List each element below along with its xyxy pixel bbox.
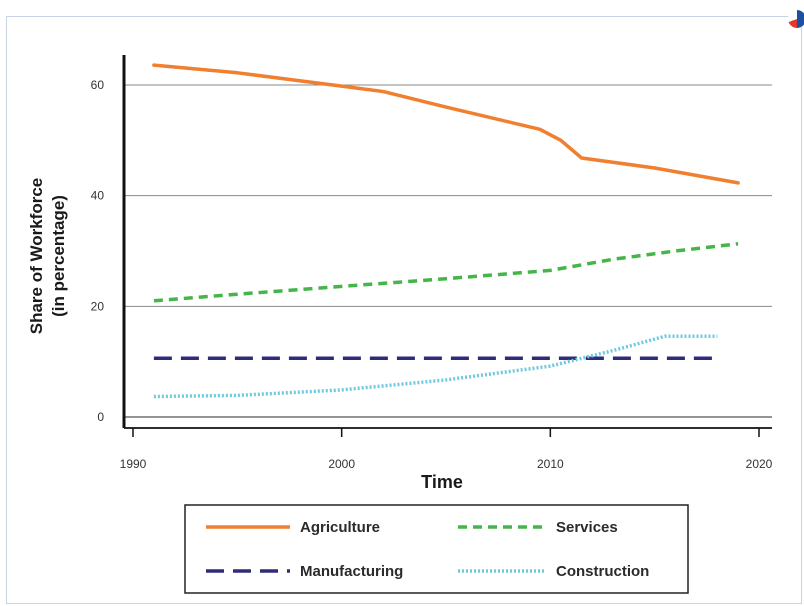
y-tick-label-0: 0 xyxy=(97,410,104,424)
series-line-construction xyxy=(153,334,718,399)
y-tick-label-20: 20 xyxy=(91,299,105,313)
legend-label-services: Services xyxy=(556,519,618,536)
series-line-agriculture xyxy=(152,63,740,185)
x-tick-label-2000: 2000 xyxy=(328,457,355,471)
legend: Agriculture Services Manufacturing Const… xyxy=(184,504,689,594)
legend-box xyxy=(184,504,689,594)
x-tick-label-1990: 1990 xyxy=(120,457,147,471)
y-tick-label-60: 60 xyxy=(91,78,105,92)
series-line-services xyxy=(153,242,739,303)
y-axis-title-line-1: Share of Workforce xyxy=(27,178,46,335)
axes xyxy=(122,55,772,429)
x-axis-title: Time xyxy=(421,472,463,492)
x-tick-label-2010: 2010 xyxy=(537,457,564,471)
y-axis-title: Share of Workforce (in percentage) xyxy=(27,178,68,335)
x-tick-label-2020: 2020 xyxy=(746,457,773,471)
legend-label-manufacturing: Manufacturing xyxy=(300,563,403,580)
y-axis-ticks: 0 20 40 60 xyxy=(91,78,105,424)
y-tick-label-40: 40 xyxy=(91,189,105,203)
brand-logo-icon xyxy=(788,10,804,28)
x-axis-ticks: 1990 2000 2010 2020 xyxy=(120,428,773,471)
series-lines xyxy=(152,63,740,399)
grid-lines xyxy=(124,84,772,418)
legend-label-construction: Construction xyxy=(556,563,649,580)
y-axis-title-line-2: (in percentage) xyxy=(49,195,68,317)
legend-label-agriculture: Agriculture xyxy=(300,519,380,536)
